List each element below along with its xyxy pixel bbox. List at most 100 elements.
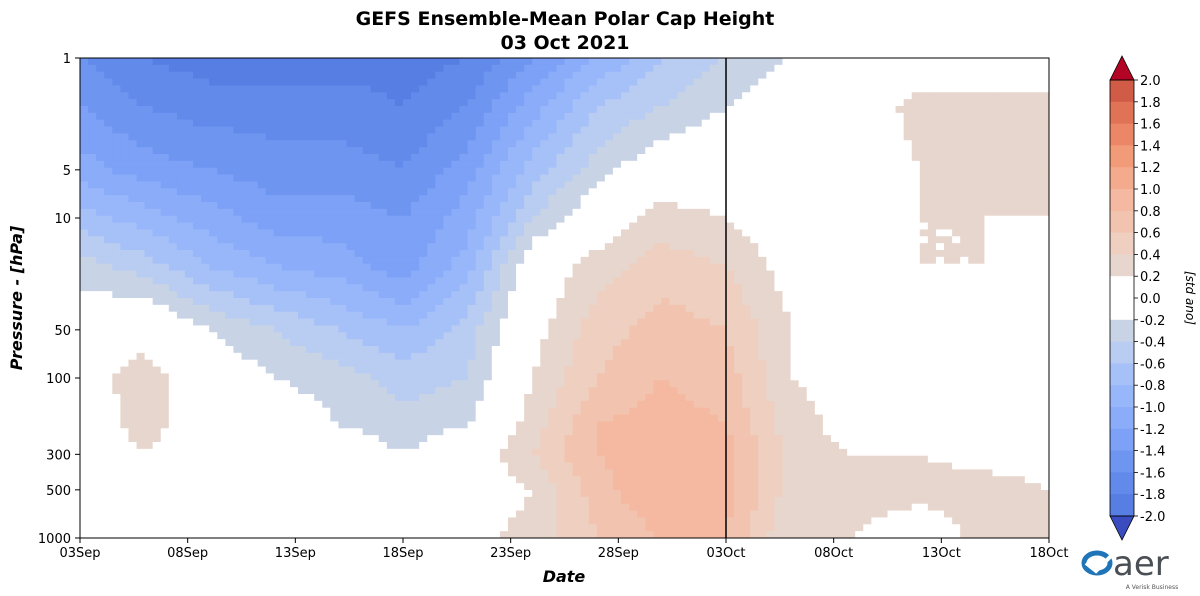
field-cell xyxy=(411,222,420,231)
field-cell xyxy=(564,215,574,224)
field-cell xyxy=(976,160,985,169)
field-cell xyxy=(88,291,97,299)
field-cell xyxy=(80,325,89,333)
field-cell xyxy=(935,208,945,217)
field-cell xyxy=(839,174,848,183)
field-cell xyxy=(871,58,881,66)
field-cell xyxy=(726,78,735,87)
field-cell xyxy=(847,222,856,231)
field-cell xyxy=(855,311,864,320)
field-cell xyxy=(742,71,751,80)
field-cell xyxy=(847,106,856,114)
field-cell xyxy=(629,147,638,155)
field-cell xyxy=(669,140,679,148)
field-cell xyxy=(814,174,824,183)
field-cell xyxy=(790,58,800,66)
field-cell xyxy=(435,222,444,231)
field-cell xyxy=(709,277,719,285)
field-cell xyxy=(419,229,428,237)
field-cell xyxy=(677,270,687,279)
field-cell xyxy=(887,140,897,148)
field-cell xyxy=(822,174,832,183)
field-cell xyxy=(774,160,784,169)
field-cell xyxy=(314,85,323,93)
field-cell xyxy=(580,243,590,251)
field-cell xyxy=(709,133,719,141)
field-cell xyxy=(233,291,243,299)
field-cell xyxy=(887,195,897,203)
field-cell xyxy=(362,99,372,107)
field-cell xyxy=(637,229,646,237)
field-cell xyxy=(847,167,856,176)
field-cell xyxy=(790,188,800,196)
field-cell xyxy=(685,311,695,320)
field-cell xyxy=(322,263,331,272)
field-cell xyxy=(354,126,364,135)
field-cell xyxy=(249,263,259,272)
field-cell xyxy=(790,154,800,162)
field-cell xyxy=(225,291,235,299)
field-cell xyxy=(734,304,743,313)
field-cell xyxy=(612,71,622,80)
field-cell xyxy=(265,250,275,258)
field-cell xyxy=(653,256,662,265)
field-cell xyxy=(685,250,695,258)
field-cell xyxy=(88,92,97,100)
field-cell xyxy=(225,284,235,292)
field-cell xyxy=(871,126,881,135)
field-cell xyxy=(136,64,146,73)
field-cell xyxy=(968,188,977,196)
field-cell xyxy=(839,298,848,306)
field-cell xyxy=(653,181,662,189)
field-cell xyxy=(1024,222,1034,231)
field-cell xyxy=(217,147,226,155)
field-cell xyxy=(419,298,428,306)
field-cell xyxy=(265,140,275,148)
field-cell xyxy=(734,112,743,121)
field-cell xyxy=(354,195,364,203)
field-cell xyxy=(184,126,194,135)
field-cell xyxy=(475,106,485,114)
field-cell xyxy=(709,215,719,224)
field-cell xyxy=(677,236,687,244)
field-cell xyxy=(540,99,549,107)
field-cell xyxy=(467,126,477,135)
field-cell xyxy=(758,58,767,66)
field-cell xyxy=(701,277,711,285)
field-cell xyxy=(306,188,315,196)
field-cell xyxy=(507,71,517,80)
field-cell xyxy=(120,229,130,237)
field-cell xyxy=(580,298,590,306)
field-cell xyxy=(160,167,170,176)
field-cell xyxy=(298,304,307,313)
field-cell xyxy=(871,298,881,306)
field-cell xyxy=(386,78,396,87)
field-cell xyxy=(790,332,800,340)
field-cell xyxy=(128,291,138,299)
field-cell xyxy=(604,318,614,327)
field-cell xyxy=(491,229,501,237)
field-cell xyxy=(669,195,679,203)
field-cell xyxy=(451,106,461,114)
field-cell xyxy=(855,291,864,299)
field-cell xyxy=(1024,167,1034,176)
field-cell xyxy=(621,298,630,306)
field-cell xyxy=(701,250,711,258)
field-cell xyxy=(887,325,897,333)
field-cell xyxy=(257,215,267,224)
field-cell xyxy=(580,339,590,347)
field-cell xyxy=(919,147,929,155)
field-cell xyxy=(403,236,412,244)
field-cell xyxy=(669,277,679,285)
field-cell xyxy=(475,160,485,169)
field-cell xyxy=(281,147,291,155)
field-cell xyxy=(580,78,590,87)
field-cell xyxy=(952,106,961,114)
field-cell xyxy=(911,298,921,306)
field-cell xyxy=(104,133,113,141)
field-cell xyxy=(209,92,218,100)
field-cell xyxy=(968,85,977,93)
field-cell xyxy=(281,208,291,217)
field-cell xyxy=(806,126,816,135)
field-cell xyxy=(330,215,339,224)
